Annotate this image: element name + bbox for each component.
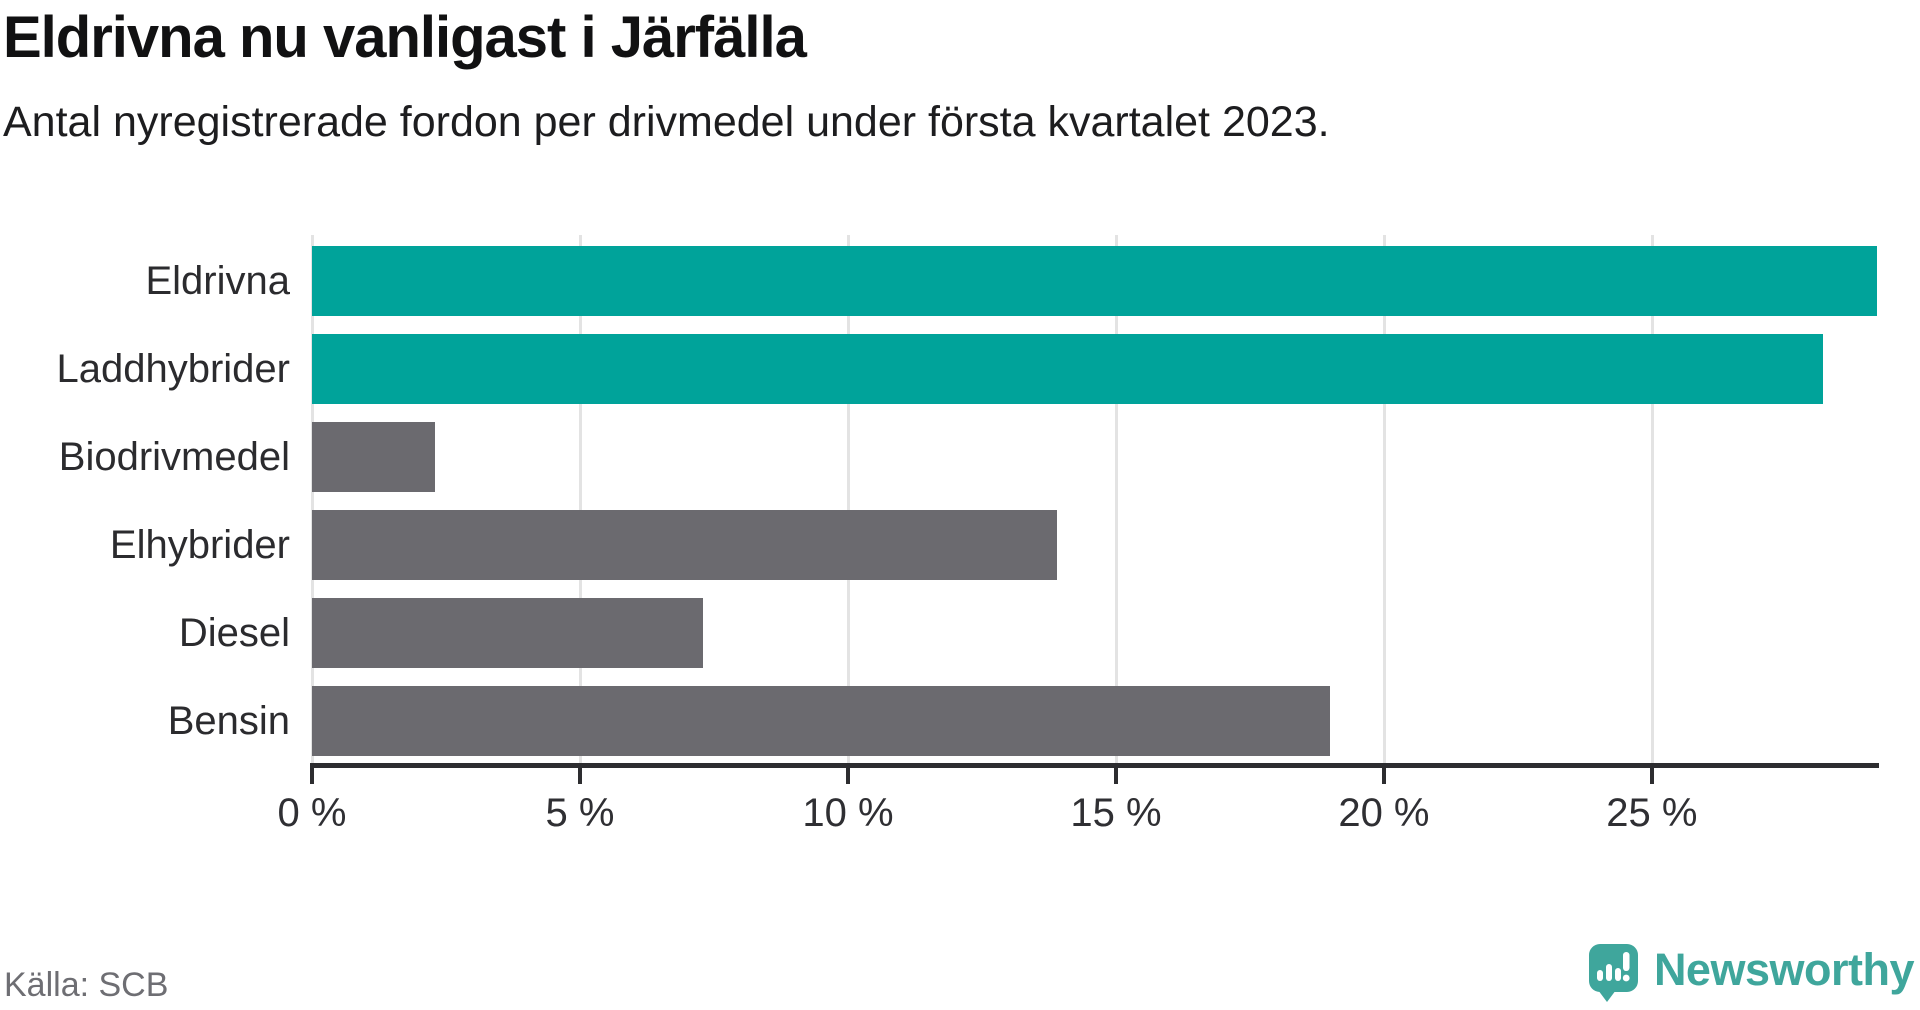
axis-tick-mark bbox=[1381, 763, 1386, 784]
category-label: Eldrivna bbox=[145, 259, 290, 303]
bar-diesel bbox=[312, 598, 704, 668]
bar-eldrivna bbox=[312, 246, 1877, 316]
gridline bbox=[578, 235, 582, 763]
x-axis-ticks: 0 % 5 % 10 % 15 % 20 % 25 % bbox=[278, 763, 1877, 843]
axis-tick-label: 15 % bbox=[1070, 791, 1162, 835]
axis-tick-label: 10 % bbox=[802, 791, 894, 835]
source-note: Källa: SCB bbox=[4, 966, 169, 1004]
axis-tick-mark bbox=[845, 763, 850, 784]
axis-tick-mark bbox=[1649, 763, 1654, 784]
category-label: Bensin bbox=[167, 699, 290, 743]
axis-tick-label: 0 % bbox=[277, 791, 347, 835]
gridline bbox=[1382, 235, 1386, 763]
newsworthy-logo: Newsworthy bbox=[1588, 944, 1915, 1003]
category-label: Diesel bbox=[178, 611, 290, 655]
category-label: Biodrivmedel bbox=[58, 435, 290, 479]
gridline bbox=[1114, 235, 1118, 763]
bar-laddhybrider bbox=[312, 334, 1824, 404]
gridline bbox=[311, 235, 314, 763]
gridline bbox=[846, 235, 850, 763]
axis-tick-mark bbox=[310, 763, 314, 784]
axis-tick-mark bbox=[577, 763, 582, 784]
axis-tick-label: 20 % bbox=[1338, 791, 1430, 835]
category-label: Elhybrider bbox=[109, 523, 290, 567]
bar-biodrivmedel bbox=[312, 422, 436, 492]
bar-bensin bbox=[312, 686, 1331, 756]
axis-tick-label: 5 % bbox=[545, 791, 615, 835]
newsworthy-wordmark: Newsworthy bbox=[1653, 944, 1915, 995]
axis-tick-mark bbox=[1113, 763, 1118, 784]
bar-elhybrider bbox=[312, 510, 1057, 580]
x-axis-line bbox=[310, 763, 1879, 768]
plot-area bbox=[311, 235, 1877, 763]
axis-tick-label: 25 % bbox=[1606, 791, 1698, 835]
chart-subtitle: Antal nyregistrerade fordon per drivmede… bbox=[3, 98, 1330, 146]
chart-title: Eldrivna nu vanligast i Järfälla bbox=[3, 5, 807, 70]
newsworthy-icon bbox=[1588, 944, 1638, 1002]
gridline bbox=[1650, 235, 1654, 763]
category-labels: Eldrivna Laddhybrider Biodrivmedel Elhybrid… bbox=[0, 235, 291, 763]
category-label: Laddhybrider bbox=[56, 347, 291, 391]
